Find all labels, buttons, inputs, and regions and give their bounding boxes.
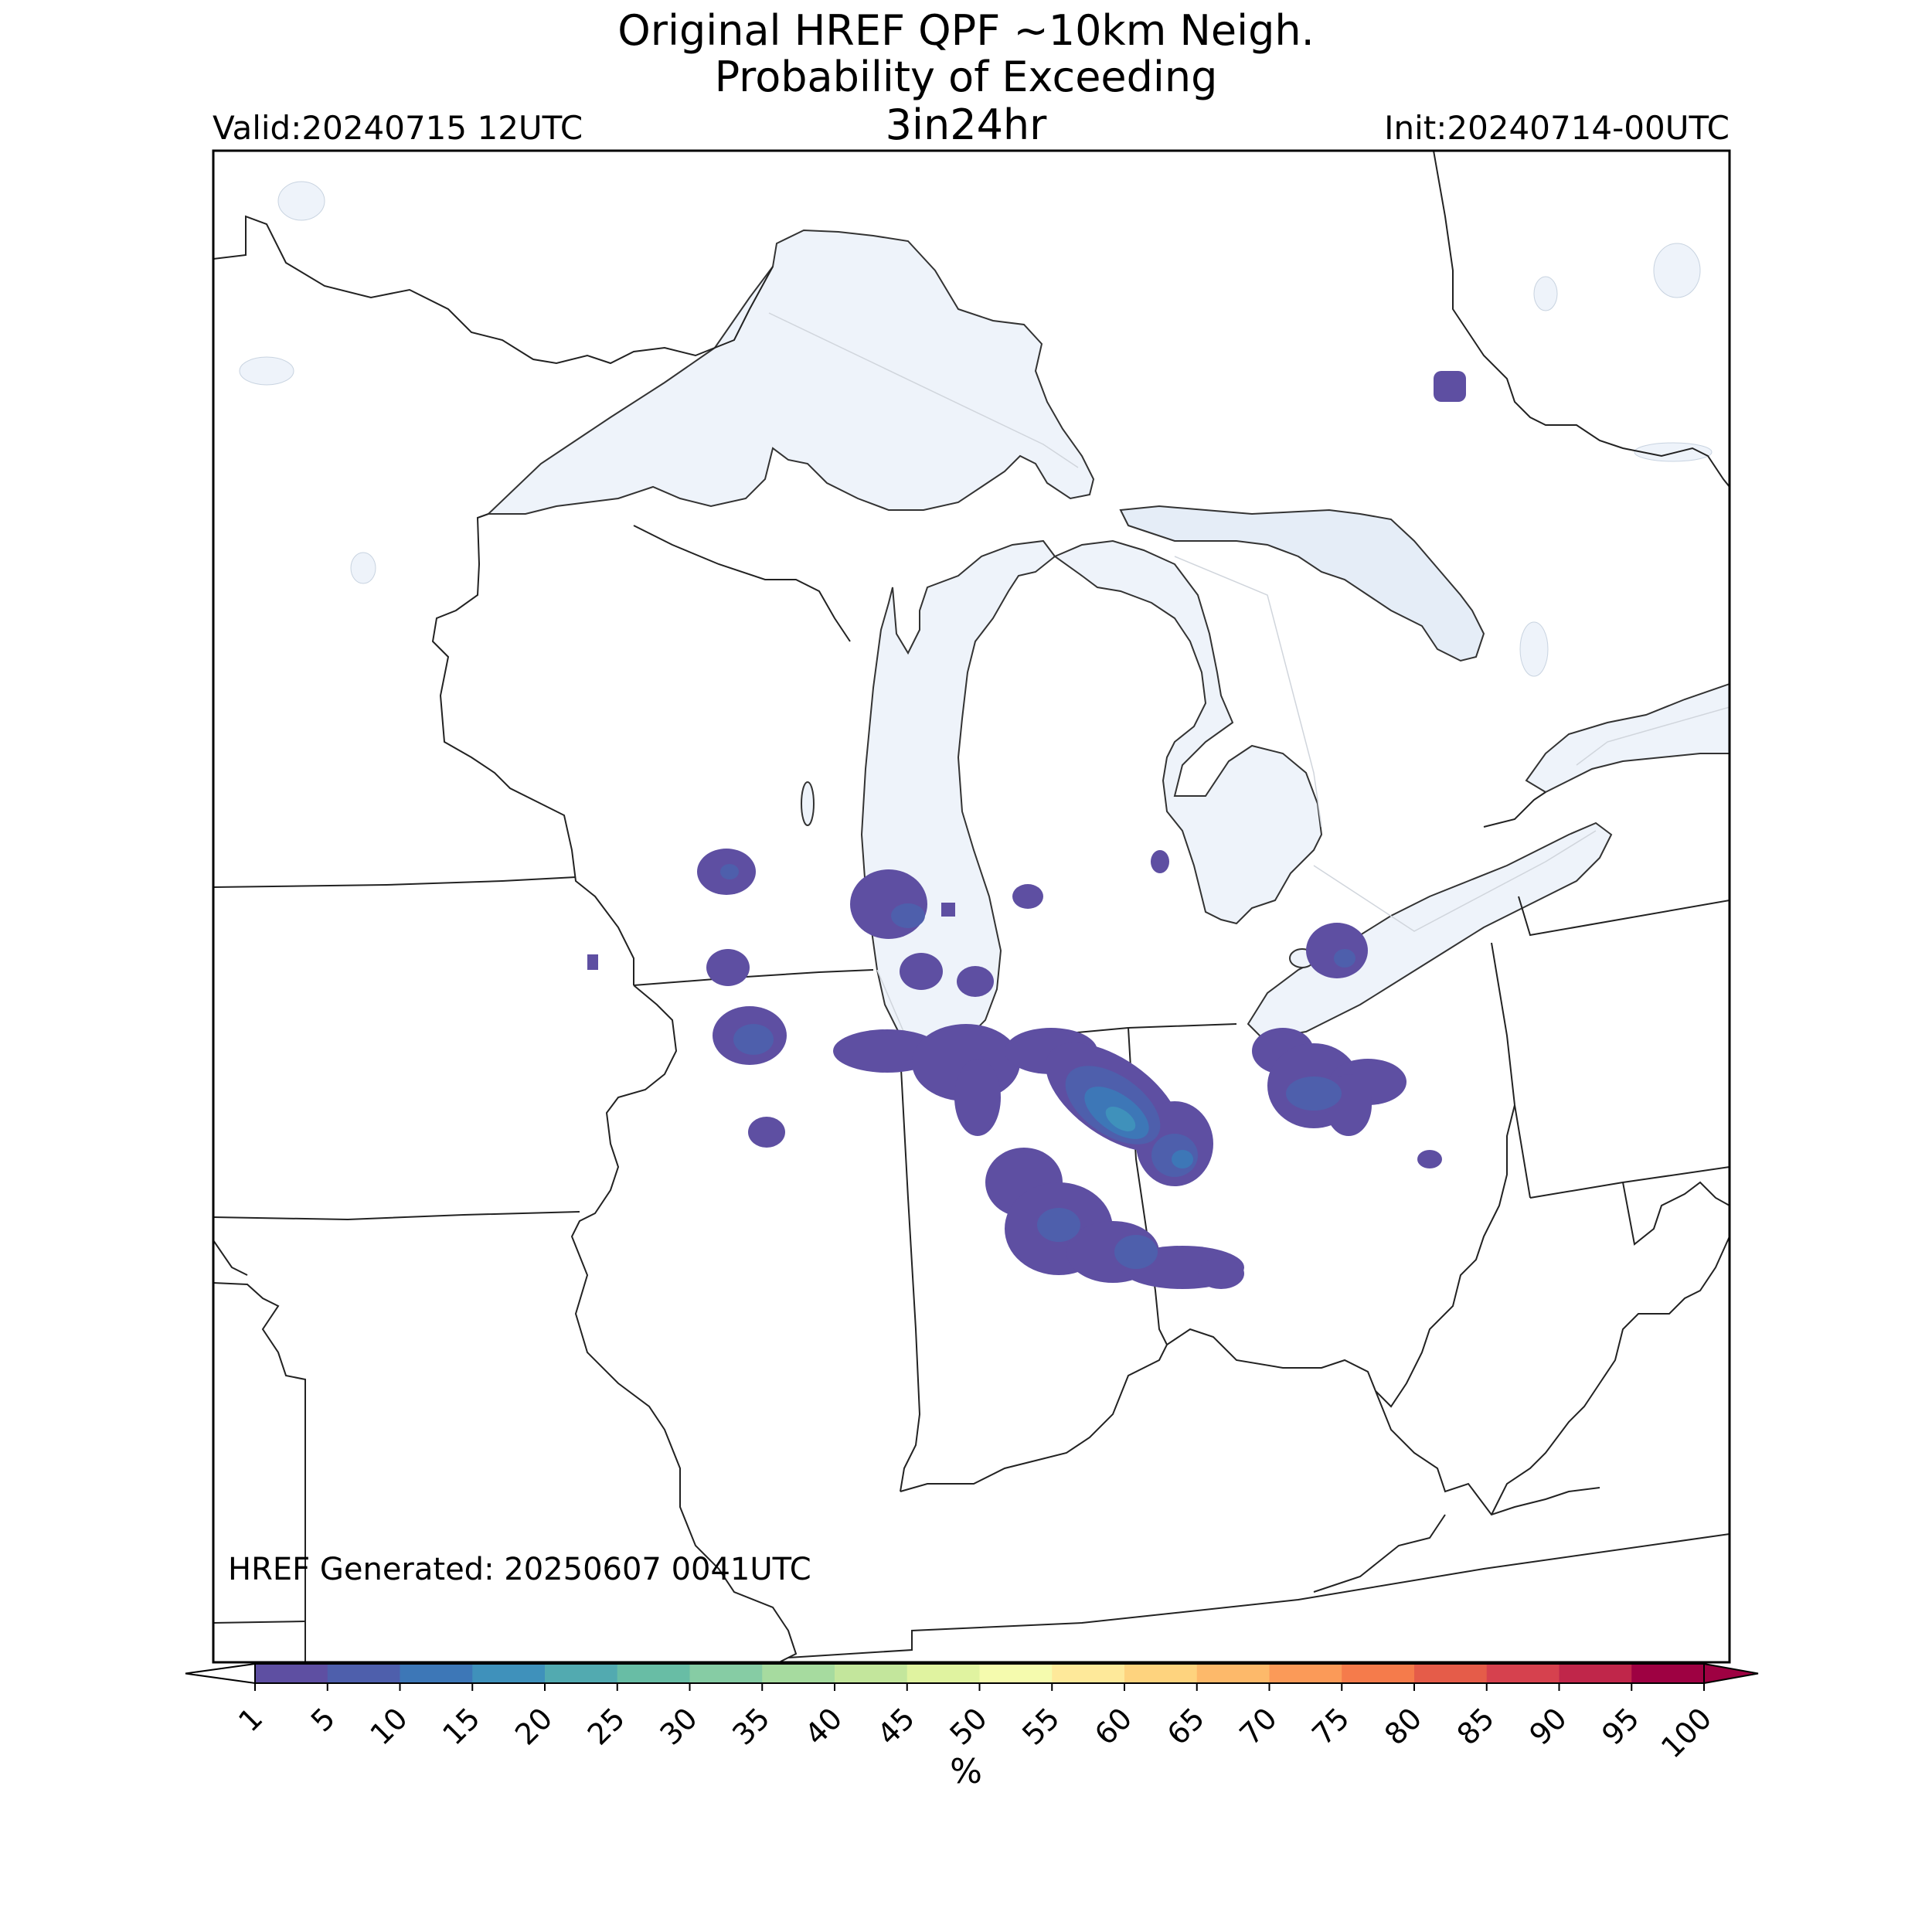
colorbar-tick-label: 70: [1233, 1701, 1284, 1751]
colorbar-under-extend: [185, 1662, 256, 1685]
colorbar-tick-label: 95: [1595, 1701, 1645, 1751]
colorbar-segment: [1414, 1664, 1488, 1683]
colorbar-segment: [545, 1664, 618, 1683]
colorbar-segment: [762, 1664, 835, 1683]
colorbar-tick-label: 55: [1015, 1701, 1066, 1751]
colorbar-segment: [1559, 1664, 1632, 1683]
colorbar-tick-label: 35: [726, 1701, 776, 1751]
probability-field: [587, 371, 1466, 1289]
colorbar-tick-label: 85: [1451, 1701, 1501, 1751]
colorbar-segment: [400, 1664, 473, 1683]
colorbar-tick-label: 5: [304, 1701, 342, 1738]
lake-erie: [1247, 821, 1613, 1041]
colorbar-segment: [1486, 1664, 1560, 1683]
colorbar-segment: [1196, 1664, 1270, 1683]
colorbar-segment: [689, 1664, 763, 1683]
colorbar-tick-label: 65: [1161, 1701, 1211, 1751]
colorbar-segment: [1124, 1664, 1198, 1683]
lake-superior: [486, 229, 1095, 515]
colorbar-segment: [979, 1664, 1053, 1683]
political-borders: [213, 151, 1730, 1662]
colorbar-tick-label: 40: [798, 1701, 849, 1751]
lake-winnebago: [801, 781, 815, 826]
inland-lakes: [239, 181, 1713, 677]
colorbar-tick-label: 1: [232, 1701, 269, 1738]
colorbar-segment: [327, 1664, 400, 1683]
colorbar-over-extend: [1703, 1662, 1759, 1685]
colorbar-tick-label: 30: [654, 1701, 704, 1751]
colorbar-tick-label: 25: [581, 1701, 631, 1751]
chart-title-line3: 3in24hr: [885, 100, 1047, 149]
lake-huron: [1053, 539, 1323, 925]
chart-title-line2: Probability of Exceeding: [714, 53, 1218, 101]
colorbar-tick-label: 80: [1378, 1701, 1428, 1751]
colorbar-segment: [472, 1664, 546, 1683]
lake-ontario: [1525, 682, 1730, 794]
colorbar-tick-label: 15: [436, 1701, 486, 1751]
colorbar-tick-label: 20: [509, 1701, 559, 1751]
init-time-label: Init:20240714-00UTC: [1384, 109, 1730, 147]
colorbar-segment: [1052, 1664, 1125, 1683]
colorbar-segment: [1269, 1664, 1342, 1683]
generated-timestamp-label: HREF Generated: 20250607 0041UTC: [228, 1552, 811, 1587]
valid-time-label: Valid:20240715 12UTC: [213, 109, 583, 147]
lake-huron-north-channel: [1119, 505, 1485, 662]
colorbar-tick-label: 50: [944, 1701, 994, 1751]
colorbar-tick-label: 75: [1305, 1701, 1355, 1751]
map-frame: [212, 149, 1731, 1664]
colorbar-tick-label: 90: [1523, 1701, 1573, 1751]
colorbar-tick-label: 60: [1088, 1701, 1138, 1751]
colorbar-segment: [906, 1664, 980, 1683]
colorbar-segment: [1342, 1664, 1415, 1683]
chart-title-line1: Original HREF QPF ~10km Neigh.: [617, 6, 1315, 55]
colorbar-unit-label: %: [950, 1752, 982, 1791]
colorbar-segment: [835, 1664, 908, 1683]
colorbar-tick-label: 45: [871, 1701, 921, 1751]
colorbar-segment: [617, 1664, 690, 1683]
colorbar-segment: [1631, 1664, 1705, 1683]
colorbar-tick-label: 10: [364, 1701, 414, 1751]
colorbar-segment: [255, 1664, 328, 1683]
